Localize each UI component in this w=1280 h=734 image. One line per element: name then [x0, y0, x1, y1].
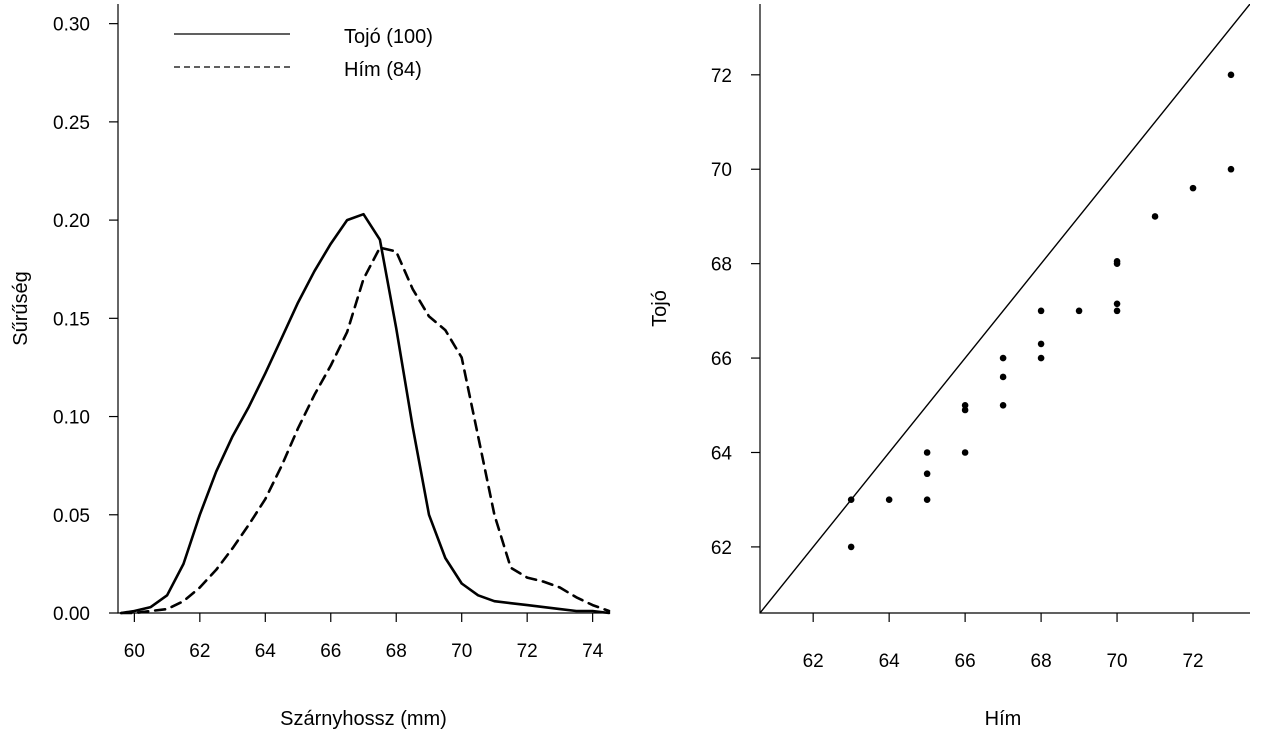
qq-point: [999, 373, 1007, 381]
x-tick-label: 72: [517, 641, 538, 662]
qq-point: [923, 496, 931, 503]
qq-point: [885, 496, 893, 503]
x-tick-label: 66: [955, 651, 976, 672]
x-tick-label: 60: [124, 641, 145, 662]
y-tick-label: 64: [711, 443, 733, 464]
x-tick-label: 70: [451, 641, 472, 662]
qq-point: [961, 449, 969, 456]
y-tick-label: 62: [711, 538, 732, 559]
qq-point: [1037, 307, 1045, 315]
identity-reference-line: [760, 4, 1250, 613]
x-tick-label: 62: [189, 641, 210, 662]
density-line-him: [120, 246, 611, 615]
qq-point: [999, 354, 1007, 362]
qq-x-axis-title: Hím: [985, 708, 1022, 730]
qq-point: [1037, 354, 1045, 362]
x-tick-label: 64: [879, 651, 901, 672]
density-line-tojo: [120, 212, 611, 615]
qq-point: [923, 470, 931, 478]
qq-point: [1227, 71, 1235, 79]
density-x-axis-title: Szárnyhossz (mm): [280, 708, 447, 730]
qq-panel: 62 64 66 68 70 72 62 64 66 68 70 72 Hím Tojó: [649, 4, 1250, 730]
x-tick-label: 72: [1182, 651, 1203, 672]
y-tick-label: 66: [711, 349, 732, 370]
y-tick-label: 0.25: [53, 113, 90, 134]
density-y-axis-title: Sűrűség: [10, 271, 32, 346]
density-x-axis: 60 62 64 66 68 70 72 74: [124, 613, 604, 662]
y-tick-label: 0.30: [53, 15, 90, 36]
qq-point: [1189, 184, 1197, 192]
density-panel: 60 62 64 66 68 70 72 74 0.00 0.05 0.10 0.15 0.20 0.2…: [10, 4, 611, 730]
x-tick-label: 68: [386, 641, 407, 662]
qq-point: [923, 449, 931, 456]
density-y-axis: 0.00 0.05 0.10 0.15 0.20 0.25 0.30: [53, 15, 118, 625]
qq-point: [1113, 300, 1121, 308]
qq-point: [847, 543, 855, 551]
qq-point: [1075, 307, 1083, 315]
qq-point: [1037, 340, 1045, 348]
x-tick-label: 64: [255, 641, 277, 662]
qq-point: [1151, 213, 1159, 220]
density-legend: Tojó (100) Hím (84): [174, 26, 433, 81]
qq-y-axis-title: Tojó: [649, 290, 671, 327]
qq-point: [961, 406, 969, 414]
qq-point: [961, 401, 969, 409]
y-tick-label: 0.20: [53, 211, 90, 232]
density-curves: [120, 212, 611, 615]
y-tick-label: 70: [711, 160, 732, 181]
y-tick-label: 72: [711, 66, 732, 87]
density-axes-frame: [117, 4, 609, 614]
x-tick-label: 66: [320, 641, 341, 662]
legend-label-him: Hím (84): [344, 59, 422, 81]
x-tick-label: 74: [582, 641, 604, 662]
qq-point: [1113, 257, 1121, 265]
legend-label-tojo: Tojó (100): [344, 26, 433, 48]
qq-points: [847, 71, 1235, 551]
y-tick-label: 68: [711, 255, 732, 276]
y-tick-label: 0.00: [53, 604, 90, 625]
qq-point: [847, 496, 855, 503]
qq-y-axis: 62 64 66 68 70 72: [711, 66, 760, 559]
x-tick-label: 70: [1106, 651, 1127, 672]
y-tick-label: 0.05: [53, 506, 90, 527]
qq-axes-frame: [759, 4, 1250, 614]
qq-point: [1227, 165, 1235, 173]
x-tick-label: 62: [803, 651, 824, 672]
y-tick-label: 0.10: [53, 408, 90, 429]
x-tick-label: 68: [1031, 651, 1052, 672]
qq-point: [1113, 307, 1121, 315]
qq-point: [999, 401, 1007, 409]
qq-x-axis: 62 64 66 68 70 72: [803, 613, 1204, 672]
y-tick-label: 0.15: [53, 309, 90, 330]
